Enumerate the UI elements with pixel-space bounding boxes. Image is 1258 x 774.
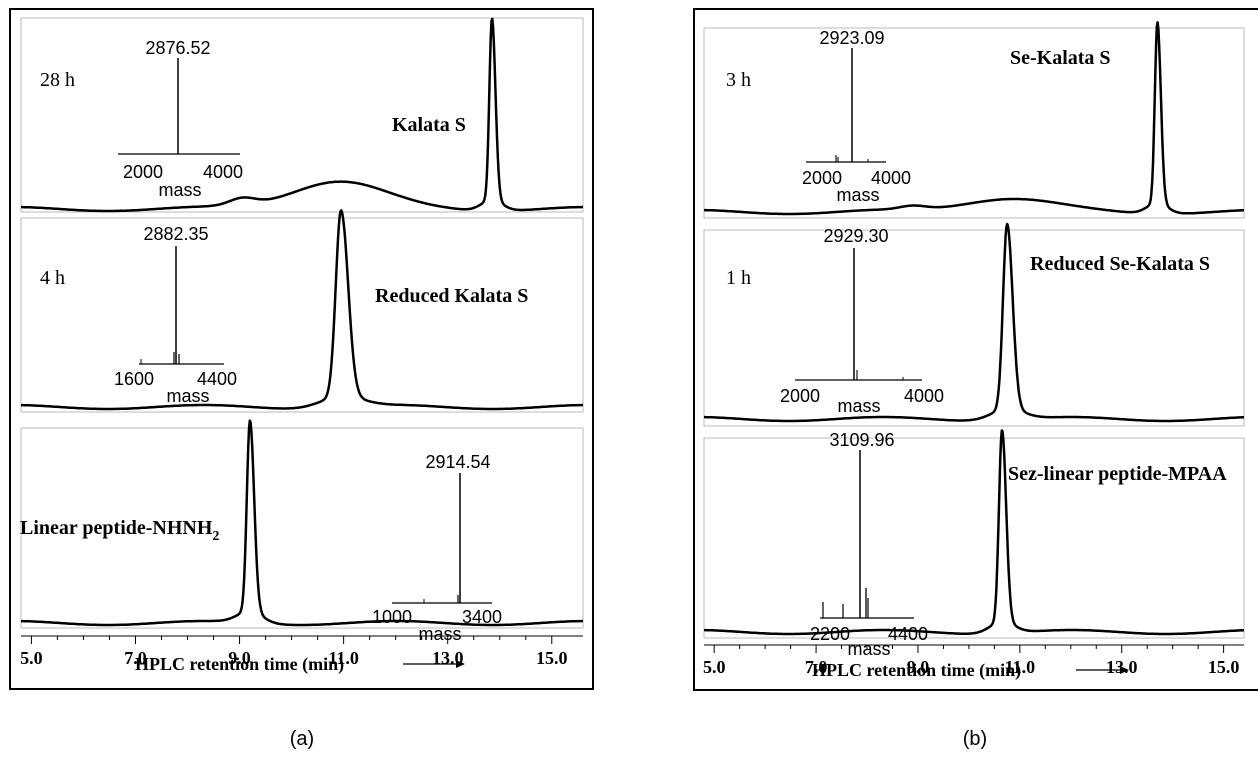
ms-axis-title: mass <box>836 185 879 205</box>
x-axis-label-a: HPLC retention time (min) <box>135 654 344 675</box>
panel-b2-frame <box>703 229 1245 427</box>
ms-axis-max: 4000 <box>871 168 911 188</box>
compound-label-a1: Kalata S <box>392 114 466 136</box>
x-tick-label: 7.0 <box>124 648 147 668</box>
ms-axis-min: 2000 <box>123 162 163 182</box>
compound-label-a3: Linear peptide-NHNH2 <box>20 517 219 544</box>
ms-axis-max: 4400 <box>197 369 237 389</box>
panel-b1-frame <box>703 27 1245 219</box>
ms-inset-b1: 2923.09 2000 4000 mass <box>802 28 911 205</box>
x-tick-label: 5.0 <box>20 648 43 668</box>
chromatogram-trace-se-kalata-s <box>703 21 1245 216</box>
chromatogram-trace-reduced-kalata-s <box>20 209 584 411</box>
ms-axis-min: 1600 <box>114 369 154 389</box>
ms-inset-a2: 2882.35 1600 4400 mass <box>114 224 237 406</box>
x-axis-ticks-a: 5.0 7.0 9.0 11.0 13.0 15.0 <box>20 636 568 668</box>
compound-label-a2: Reduced Kalata S <box>375 285 528 307</box>
time-label-b2: 1 h <box>726 267 751 289</box>
ms-inset-a3: 2914.54 1000 3400 mass <box>372 452 502 644</box>
compound-label-b1: Se-Kalata S <box>1010 47 1111 69</box>
figure-b-frame <box>693 8 1258 691</box>
figure-a: 28 h 4 h Kalata S Reduced Kalata S Linea… <box>9 8 594 690</box>
x-tick-label: 15.0 <box>1208 657 1240 677</box>
panel-a2-frame <box>20 217 584 413</box>
ms-peak-label: 2914.54 <box>425 452 490 472</box>
figure-b: 3 h 1 h Se-Kalata S Reduced Se-Kalata S … <box>693 8 1258 691</box>
time-label-a1: 28 h <box>40 69 75 91</box>
ms-axis-min: 2000 <box>780 386 820 406</box>
ms-peak-label: 2876.52 <box>145 38 210 58</box>
ms-axis-min: 2000 <box>802 168 842 188</box>
x-tick-label: 7.0 <box>805 657 828 677</box>
ms-axis-max: 4000 <box>904 386 944 406</box>
panel-b3-frame <box>703 437 1245 639</box>
x-axis-label-b: HPLC retention time (min) <box>812 660 1021 681</box>
ms-peak-label: 3109.96 <box>829 430 894 450</box>
ms-peak-label: 2929.30 <box>823 226 888 246</box>
ms-axis-title: mass <box>837 396 880 416</box>
arrowhead-a <box>456 660 465 668</box>
chromatogram-trace-reduced-se-kalata-s <box>703 222 1245 423</box>
x-tick-label: 5.0 <box>703 657 726 677</box>
ms-axis-max: 4000 <box>203 162 243 182</box>
ms-axis-title: mass <box>847 639 890 659</box>
panel-a1-frame <box>20 17 584 213</box>
x-tick-label: 9.0 <box>228 648 251 668</box>
time-label-b1: 3 h <box>726 69 751 91</box>
chromatogram-trace-sez-linear-peptide <box>703 429 1245 636</box>
chromatogram-trace-linear-peptide <box>20 419 584 627</box>
ms-axis-max: 4400 <box>888 624 928 644</box>
x-tick-label: 9.0 <box>907 657 930 677</box>
compound-label-b3: Sez-linear peptide-MPAA <box>1008 463 1227 485</box>
ms-peak-label: 2923.09 <box>819 28 884 48</box>
ms-axis-max: 3400 <box>462 607 502 627</box>
x-tick-label: 11.0 <box>1005 657 1036 677</box>
caption-b: (b) <box>963 728 987 750</box>
x-tick-label: 11.0 <box>328 648 359 668</box>
ms-axis-title: mass <box>166 386 209 406</box>
figure-a-frame <box>9 8 594 690</box>
ms-axis-title: mass <box>158 180 201 200</box>
caption-a: (a) <box>290 728 314 750</box>
ms-peak-label: 2882.35 <box>143 224 208 244</box>
chromatogram-trace-kalata-s <box>20 17 584 213</box>
ms-inset-a1: 2876.52 2000 4000 mass <box>118 38 243 200</box>
ms-axis-title: mass <box>418 624 461 644</box>
ms-axis-min: 1000 <box>372 607 412 627</box>
compound-label-b2: Reduced Se-Kalata S <box>1030 253 1210 275</box>
x-axis-ticks-b: 5.07.09.011.013.015.0 <box>703 645 1239 677</box>
x-tick-label: 15.0 <box>536 648 568 668</box>
time-label-a2: 4 h <box>40 267 65 289</box>
x-tick-label: 13.0 <box>432 648 464 668</box>
ms-axis-min: 2200 <box>810 624 850 644</box>
ms-inset-b3: 3109.96 2200 4400 mass <box>810 430 928 659</box>
panel-a3-frame <box>20 427 584 629</box>
ms-inset-b2: 2929.30 2000 4000 mass <box>780 226 944 416</box>
arrowhead-b <box>1120 666 1129 674</box>
